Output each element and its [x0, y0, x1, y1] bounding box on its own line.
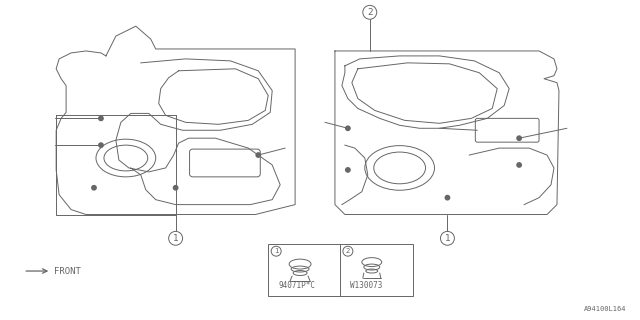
Circle shape — [517, 136, 522, 140]
Circle shape — [346, 168, 350, 172]
Bar — [268, 244, 413, 296]
Circle shape — [99, 143, 103, 147]
Text: FRONT: FRONT — [54, 267, 81, 276]
Circle shape — [517, 163, 522, 167]
Circle shape — [173, 186, 178, 190]
Text: 1: 1 — [173, 234, 179, 243]
Text: W130073: W130073 — [350, 281, 382, 290]
Text: 1: 1 — [445, 234, 451, 243]
Text: A94100L164: A94100L164 — [584, 306, 627, 312]
Circle shape — [445, 196, 450, 200]
Text: 1: 1 — [274, 248, 278, 254]
Text: 2: 2 — [346, 248, 350, 254]
Circle shape — [99, 116, 103, 121]
Text: 94071P*C: 94071P*C — [278, 281, 315, 290]
Circle shape — [346, 126, 350, 131]
Circle shape — [256, 153, 260, 157]
Text: 2: 2 — [367, 8, 372, 17]
Circle shape — [92, 186, 96, 190]
